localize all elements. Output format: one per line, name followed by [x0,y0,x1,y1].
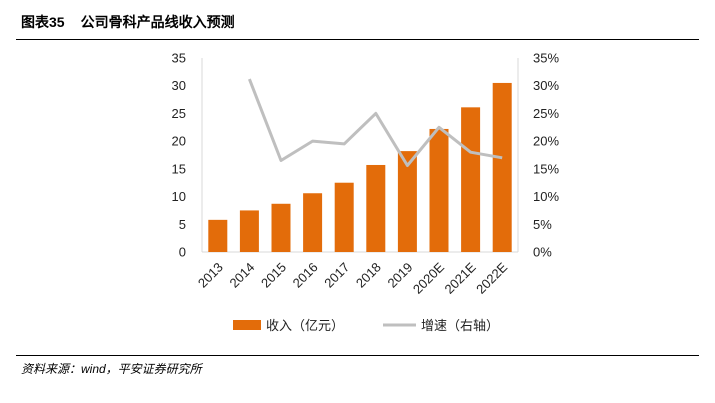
y-right-tick-label: 20% [533,134,559,149]
bar-2019 [397,151,417,252]
bar-2016 [303,193,323,252]
bar-2018 [366,164,386,252]
x-tick-label-2013: 2013 [195,260,226,291]
chart-legend: 收入（亿元） 增速（右轴） [233,318,499,333]
x-tick-label-2015: 2015 [258,260,289,291]
y-right-tick-label: 10% [533,189,559,204]
bar-2020E [429,128,449,252]
plot-area: 0 5 10 15 20 25 30 35 0% 5% 10% 15% 20% 25% 30% 35% 2013… [172,51,560,297]
x-tick-label-2020E: 2020E [410,259,447,296]
bar-2017 [334,182,354,252]
bottom-divider [16,355,699,356]
y-right-tick-label: 35% [533,51,559,66]
growth-line [248,78,503,167]
legend-bar-swatch [233,320,261,330]
bar-2022E [492,82,512,252]
bar-2015 [271,203,291,252]
figure-number: 图表35 [21,14,65,30]
legend-bar-label: 收入（亿元） [266,318,344,333]
top-divider [16,39,699,40]
source-note: 资料来源：wind，平安证券研究所 [21,362,202,376]
x-tick-label-2016: 2016 [290,260,321,291]
x-tick-label-2017: 2017 [321,260,352,291]
figure-title: 图表35 公司骨科产品线收入预测 [21,12,235,32]
y-left-tick-label: 25 [172,106,186,121]
y-left-tick-label: 0 [179,245,186,260]
y-left-tick-label: 5 [179,217,186,232]
bar-2021E [461,107,481,253]
y-right-tick-label: 30% [533,78,559,93]
figure-title-text: 公司骨科产品线收入预测 [80,14,235,30]
y-right-tick-label: 5% [533,217,552,232]
legend-line-label: 增速（右轴） [421,318,499,333]
bar-2013 [208,219,228,252]
y-left-tick-label: 20 [172,134,186,149]
x-tick-label-2018: 2018 [353,260,384,291]
x-tick-label-2014: 2014 [226,260,257,291]
y-left-tick-label: 15 [172,161,186,176]
x-tick-label-2021E: 2021E [442,259,479,296]
y-left-tick-label: 35 [172,51,186,66]
y-right-tick-label: 15% [533,161,559,176]
y-left-tick-label: 30 [172,78,186,93]
y-left-tick-label: 10 [172,189,186,204]
bar-2014 [239,210,259,252]
y-right-tick-label: 25% [533,106,559,121]
y-right-tick-label: 0% [533,245,552,260]
x-tick-label-2022E: 2022E [473,259,510,296]
